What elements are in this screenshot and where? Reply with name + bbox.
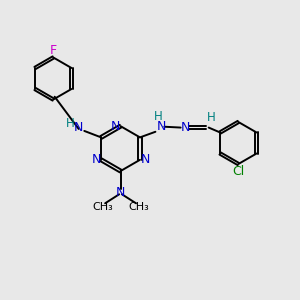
Text: H: H xyxy=(207,111,216,124)
Text: H: H xyxy=(154,110,163,123)
Text: CH₃: CH₃ xyxy=(92,202,113,212)
Text: N: N xyxy=(116,186,125,199)
Text: F: F xyxy=(50,44,57,57)
Text: H: H xyxy=(66,117,75,130)
Text: N: N xyxy=(156,120,166,133)
Text: N: N xyxy=(181,121,190,134)
Text: CH₃: CH₃ xyxy=(128,202,149,212)
Text: N: N xyxy=(74,121,83,134)
Text: Cl: Cl xyxy=(232,164,244,178)
Text: N: N xyxy=(111,120,120,133)
Text: N: N xyxy=(140,153,150,166)
Text: N: N xyxy=(92,153,101,166)
